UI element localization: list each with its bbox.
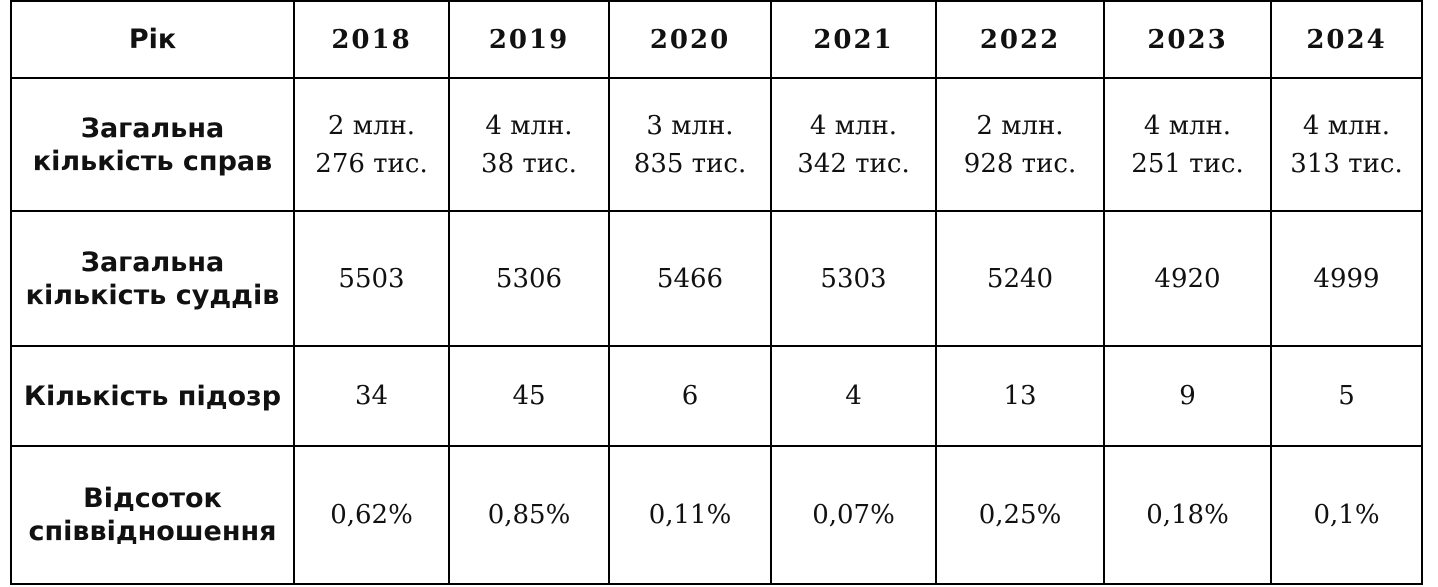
cell-value: 4 млн. 313 тис. — [1270, 77, 1423, 212]
data-table: Рік 2018 2019 2020 2021 2022 2023 2024 Загальна … — [10, 0, 1423, 585]
cell-value: 0,1% — [1270, 445, 1423, 585]
cell-value: 45 — [448, 345, 610, 447]
cell-value: 4 млн. 251 тис. — [1103, 77, 1272, 212]
cell-value: 3 млн. 835 тис. — [608, 77, 772, 212]
year-header: 2024 — [1270, 0, 1423, 79]
row-label: Рік — [10, 0, 295, 79]
table-body: Рік 2018 2019 2020 2021 2022 2023 2024 Загальна … — [10, 0, 1423, 585]
cell-value: 5503 — [293, 210, 450, 347]
year-header: 2018 — [293, 0, 450, 79]
cell-value: 34 — [293, 345, 450, 447]
year-header: 2021 — [770, 0, 937, 79]
table-row: Відсоток співвідношення 0,62% 0,85% 0,11% 0,… — [10, 445, 1423, 585]
table-row: Загальна кількість суддів 5503 5306 5466 530… — [10, 210, 1423, 347]
cell-value: 4 — [770, 345, 937, 447]
table-row: Рік 2018 2019 2020 2021 2022 2023 2024 — [10, 0, 1423, 79]
cell-value: 4920 — [1103, 210, 1272, 347]
cell-value: 13 — [935, 345, 1105, 447]
cell-value: 0,11% — [608, 445, 772, 585]
cell-value: 0,18% — [1103, 445, 1272, 585]
cell-value: 2 млн. 928 тис. — [935, 77, 1105, 212]
cell-value: 0,62% — [293, 445, 450, 585]
year-header: 2022 — [935, 0, 1105, 79]
cell-value: 0,25% — [935, 445, 1105, 585]
cell-value: 0,85% — [448, 445, 610, 585]
cell-value: 4999 — [1270, 210, 1423, 347]
cell-value: 5240 — [935, 210, 1105, 347]
row-label: Загальна кількість суддів — [10, 210, 295, 347]
table-row: Загальна кількість справ 2 млн. 276 тис. 4… — [10, 77, 1423, 212]
cell-value: 5306 — [448, 210, 610, 347]
cell-value: 6 — [608, 345, 772, 447]
cell-value: 5 — [1270, 345, 1423, 447]
cell-value: 5466 — [608, 210, 772, 347]
row-label: Кількість підозр — [10, 345, 295, 447]
cell-value: 5303 — [770, 210, 937, 347]
year-header: 2019 — [448, 0, 610, 79]
table-row: Кількість підозр 34 45 6 4 13 9 5 — [10, 345, 1423, 447]
year-header: 2020 — [608, 0, 772, 79]
cell-value: 4 млн. 342 тис. — [770, 77, 937, 212]
year-header: 2023 — [1103, 0, 1272, 79]
cell-value: 9 — [1103, 345, 1272, 447]
row-label: Відсоток співвідношення — [10, 445, 295, 585]
cell-value: 4 млн. 38 тис. — [448, 77, 610, 212]
cell-value: 0,07% — [770, 445, 937, 585]
row-label: Загальна кількість справ — [10, 77, 295, 212]
cell-value: 2 млн. 276 тис. — [293, 77, 450, 212]
